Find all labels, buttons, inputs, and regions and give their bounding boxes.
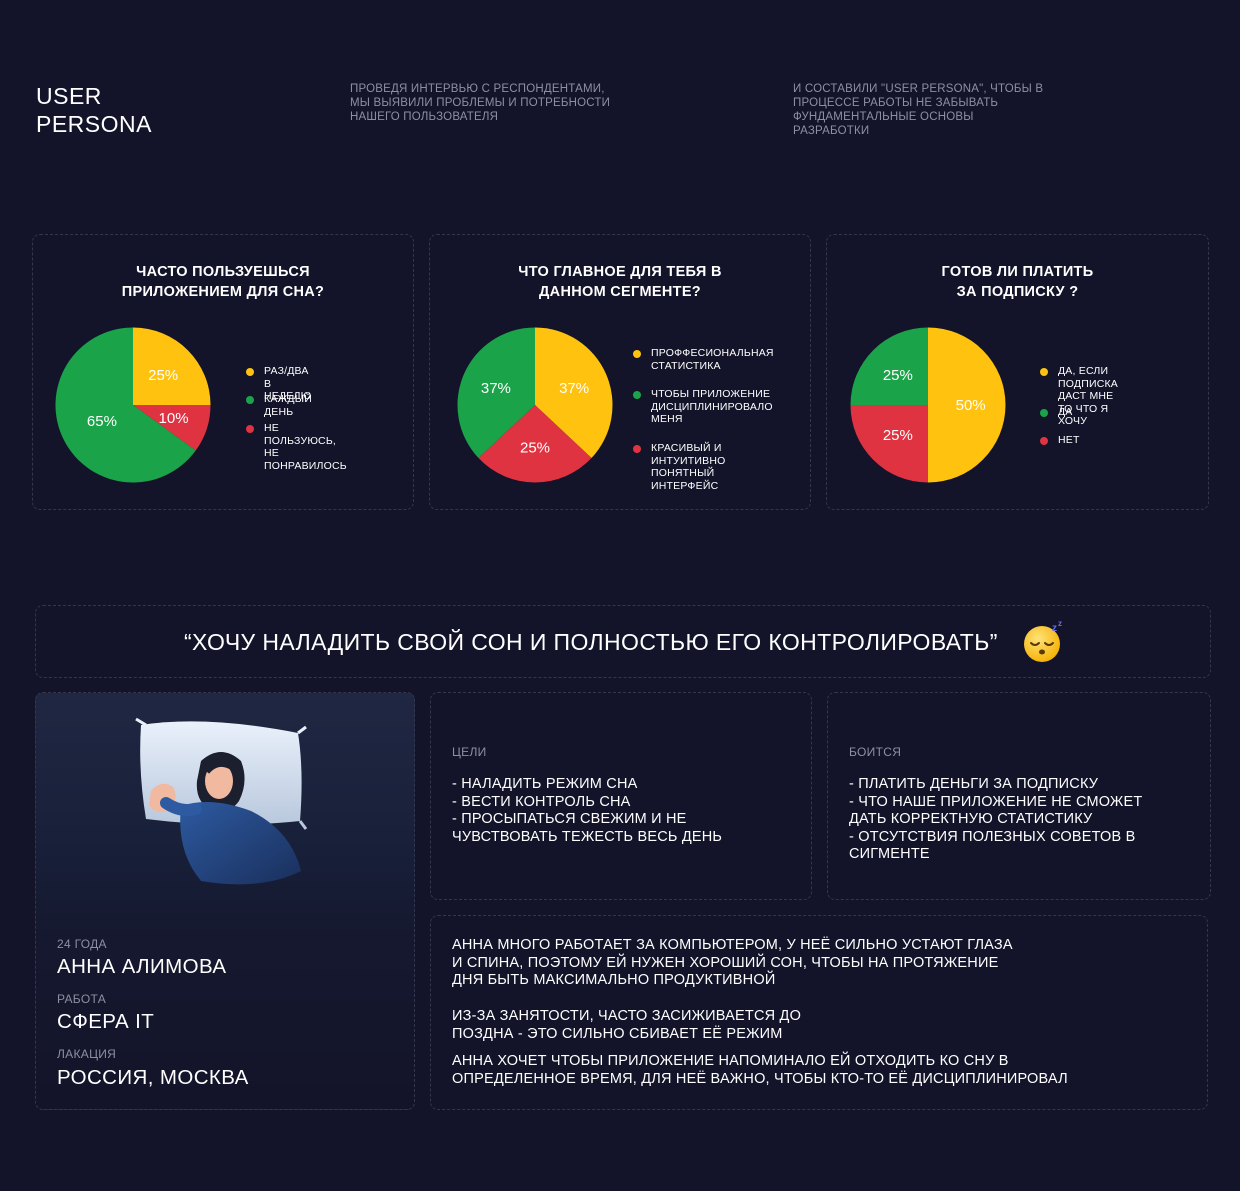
story-card: АННА МНОГО РАБОТАЕТ ЗА КОМПЬЮТЕРОМ, У НЕ… bbox=[430, 915, 1208, 1110]
chart-card-usage: ЧАСТО ПОЛЬЗУЕШЬСЯ ПРИЛОЖЕНИЕМ ДЛЯ СНА? 2… bbox=[32, 234, 414, 510]
legend-color-dot bbox=[633, 350, 641, 358]
chart-title: ЧАСТО ПОЛЬЗУЕШЬСЯ ПРИЛОЖЕНИЕМ ДЛЯ СНА? bbox=[121, 264, 325, 300]
page-title-line-2: PERSONA bbox=[36, 111, 152, 137]
legend-item: КАЖДЫЙ ДЕНЬ bbox=[246, 393, 312, 418]
pie-slice bbox=[55, 327, 196, 483]
legend-item: РАЗ/ДВА В НЕДЕЛЮ bbox=[246, 365, 311, 403]
pie-chart-subscription: 50% 25% 25% bbox=[850, 327, 1006, 483]
legend-color-dot bbox=[246, 396, 254, 404]
pie-chart-usage: 25% 10% 65% bbox=[55, 327, 211, 483]
goals-caption: ЦЕЛИ bbox=[452, 745, 487, 759]
legend-label: ЧТОБЫ ПРИЛОЖЕНИЕ ДИСЦИПЛИНИРОВАЛО МЕНЯ bbox=[651, 388, 773, 425]
chart-card-subscription: ГОТОВ ЛИ ПЛАТИТЬ ЗА ПОДПИСКУ ? 50% 25% 25%… bbox=[826, 234, 1209, 510]
chart-title: ЧТО ГЛАВНОЕ ДЛЯ ТЕБЯ В ДАННОМ СЕГМЕНТЕ? bbox=[518, 264, 722, 300]
intro-right-text: И СОСТАВИЛИ "USER PERSONA", ЧТОБЫ В ПРОЦ… bbox=[793, 83, 1044, 137]
pie-slice-label: 25% bbox=[883, 427, 913, 444]
pie-slice bbox=[850, 327, 928, 405]
legend-label: НЕ ПОЛЬЗУЮСЬ, НЕ ПОНРАВИЛОСЬ bbox=[264, 422, 347, 472]
legend-color-dot bbox=[633, 391, 641, 399]
persona-location: РОССИЯ, МОСКВА bbox=[57, 1066, 249, 1089]
pie-chart-priority: 37% 25% 37% bbox=[457, 327, 613, 483]
legend-item: КРАСИВЫЙ И ИНТУИТИВНО ПОНЯТНЫЙ ИНТЕРФЕЙС bbox=[633, 442, 725, 492]
legend-label: КРАСИВЫЙ И ИНТУИТИВНО ПОНЯТНЫЙ ИНТЕРФЕЙС bbox=[651, 442, 726, 492]
legend-color-dot bbox=[1040, 437, 1048, 445]
goals-list: - НАЛАДИТЬ РЕЖИМ СНА - ВЕСТИ КОНТРОЛЬ СН… bbox=[452, 776, 723, 845]
pie-slice-label: 25% bbox=[148, 367, 178, 384]
pie-slice-label: 37% bbox=[481, 380, 511, 397]
quote-card: “ХОЧУ НАЛАДИТЬ СВОЙ СОН И ПОЛНОСТЬЮ ЕГО … bbox=[35, 605, 1211, 678]
intro-left-text: ПРОВЕДЯ ИНТЕРВЬЮ С РЕСПОНДЕНТАМИ, МЫ ВЫЯ… bbox=[350, 83, 611, 123]
goals-card: ЦЕЛИ - НАЛАДИТЬ РЕЖИМ СНА - ВЕСТИ КОНТРО… bbox=[430, 692, 812, 900]
pie-slice-label: 37% bbox=[559, 380, 589, 397]
pie-slice bbox=[133, 327, 211, 405]
story-paragraph-1: АННА МНОГО РАБОТАЕТ ЗА КОМПЬЮТЕРОМ, У НЕ… bbox=[452, 937, 1013, 988]
pie-slice bbox=[928, 327, 1006, 483]
legend-label: ДА bbox=[1058, 406, 1073, 418]
pie-slice bbox=[457, 327, 535, 459]
story-paragraph-2: ИЗ-ЗА ЗАНЯТОСТИ, ЧАСТО ЗАСИЖИВАЕТСЯ ДО П… bbox=[452, 1008, 802, 1042]
pie-slice-label: 25% bbox=[520, 440, 550, 457]
legend-color-dot bbox=[1040, 409, 1048, 417]
pie-slice-label: 25% bbox=[883, 367, 913, 384]
fears-list: - ПЛАТИТЬ ДЕНЬГИ ЗА ПОДПИСКУ - ЧТО НАШЕ … bbox=[849, 776, 1143, 862]
legend-item: НЕТ bbox=[1040, 434, 1080, 447]
fears-card: БОИТСЯ - ПЛАТИТЬ ДЕНЬГИ ЗА ПОДПИСКУ - ЧТ… bbox=[827, 692, 1211, 900]
persona-card: 24 ГОДА АННА АЛИМОВА РАБОТА СФЕРА IT ЛАК… bbox=[35, 692, 415, 1110]
pie-slice-label: 10% bbox=[159, 410, 189, 427]
legend-item: ЧТОБЫ ПРИЛОЖЕНИЕ ДИСЦИПЛИНИРОВАЛО МЕНЯ bbox=[633, 388, 773, 426]
pie-slice bbox=[133, 405, 211, 451]
persona-age: 24 ГОДА bbox=[57, 937, 107, 951]
pie-slice-label: 50% bbox=[956, 397, 986, 414]
legend-item: ПРОФФЕСИОНАЛЬНАЯ СТАТИСТИКА bbox=[633, 347, 774, 372]
legend-item: ДА, ЕСЛИ ПОДПИСКА ДАСТ МНЕ ТО ЧТО Я ХОЧУ bbox=[1040, 365, 1118, 428]
legend-item: НЕ ПОЛЬЗУЮСЬ, НЕ ПОНРАВИЛОСЬ bbox=[246, 422, 347, 472]
legend-color-dot bbox=[246, 368, 254, 376]
legend-label: ДА, ЕСЛИ ПОДПИСКА ДАСТ МНЕ ТО ЧТО Я ХОЧУ bbox=[1058, 365, 1118, 427]
legend-item: ДА bbox=[1040, 406, 1073, 419]
pie-slice bbox=[478, 405, 592, 483]
chart-title: ГОТОВ ЛИ ПЛАТИТЬ ЗА ПОДПИСКУ ? bbox=[941, 264, 1094, 300]
legend-color-dot bbox=[633, 445, 641, 453]
pie-slice-label: 65% bbox=[87, 413, 117, 430]
legend-label: КАЖДЫЙ ДЕНЬ bbox=[264, 393, 312, 418]
sleeping-face-icon: z z bbox=[1024, 619, 1062, 662]
persona-name: АННА АЛИМОВА bbox=[57, 955, 227, 978]
persona-location-label: ЛАКАЦИЯ bbox=[57, 1047, 117, 1061]
pie-slice bbox=[850, 405, 928, 483]
persona-quote: “ХОЧУ НАЛАДИТЬ СВОЙ СОН И ПОЛНОСТЬЮ ЕГО … bbox=[184, 629, 998, 655]
svg-text:z: z bbox=[1052, 623, 1057, 634]
persona-job: СФЕРА IT bbox=[57, 1010, 155, 1033]
legend-color-dot bbox=[246, 425, 254, 433]
legend-color-dot bbox=[1040, 368, 1048, 376]
legend-label: РАЗ/ДВА В НЕДЕЛЮ bbox=[264, 365, 312, 402]
page-title: USER PERSONA bbox=[36, 82, 152, 138]
legend-label: НЕТ bbox=[1058, 434, 1080, 446]
sleeping-woman-illustration bbox=[135, 717, 308, 885]
chart-card-priority: ЧТО ГЛАВНОЕ ДЛЯ ТЕБЯ В ДАННОМ СЕГМЕНТЕ? … bbox=[429, 234, 811, 510]
persona-job-label: РАБОТА bbox=[57, 992, 107, 1006]
legend-label: ПРОФФЕСИОНАЛЬНАЯ СТАТИСТИКА bbox=[651, 347, 774, 372]
fears-caption: БОИТСЯ bbox=[849, 745, 902, 759]
story-paragraph-3: АННА ХОЧЕТ ЧТОБЫ ПРИЛОЖЕНИЕ НАПОМИНАЛО Е… bbox=[452, 1053, 1068, 1087]
svg-text:z: z bbox=[1058, 619, 1062, 628]
page-title-line-1: USER bbox=[36, 83, 102, 109]
pie-slice bbox=[535, 327, 613, 459]
